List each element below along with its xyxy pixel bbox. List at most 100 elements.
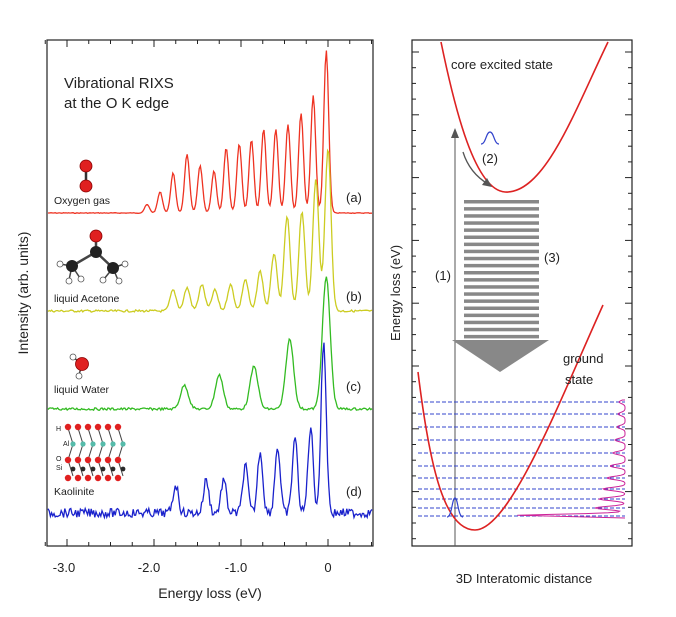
right-x-axis-label: 3D Interatomic distance <box>456 571 593 586</box>
silicon-atom <box>80 466 86 472</box>
decay-line <box>464 249 539 254</box>
decay-line <box>464 292 539 296</box>
decay-line <box>464 235 539 239</box>
silicon-atom <box>100 466 106 472</box>
silicon-atom <box>90 466 96 472</box>
decay-line <box>464 221 539 225</box>
decay-line <box>464 214 539 218</box>
arrow-up-icon <box>451 128 459 138</box>
oxygen-atom <box>114 474 122 482</box>
ground-label-line1: ground <box>563 351 603 366</box>
decay-line <box>464 334 539 339</box>
label-kaolinite: Kaolinite <box>54 486 94 498</box>
excited-wavepacket <box>480 131 500 145</box>
decay-line <box>464 306 539 310</box>
oxygen-molecule-icon <box>79 159 93 193</box>
left-y-axis-label: Intensity (arb. units) <box>15 232 31 355</box>
spectrum-line-c <box>47 276 373 412</box>
aluminium-atom <box>120 441 126 447</box>
kaolinite-structure-icon <box>64 423 126 482</box>
spectrum-line-a <box>48 50 373 215</box>
decay-line <box>464 256 539 261</box>
aluminium-atom <box>70 441 76 447</box>
silicon-atom <box>70 466 76 472</box>
oxygen-atom <box>74 474 82 482</box>
decay-arrow-icon <box>452 340 549 372</box>
arrow-head-icon <box>482 178 492 187</box>
ground-state-curve <box>417 304 604 531</box>
decay-line <box>464 200 539 204</box>
tag-a: (a) <box>346 190 362 205</box>
oxygen-atom <box>64 456 72 464</box>
decay-line <box>464 263 539 268</box>
decay-line <box>464 313 539 318</box>
decay-line <box>464 242 539 247</box>
decay-line <box>464 299 539 303</box>
chart-title: Vibrational RIXS <box>64 75 174 92</box>
spectrum-line-d <box>47 342 373 520</box>
tag-b: (b) <box>346 289 362 304</box>
oxygen-atom <box>104 423 112 431</box>
oxygen-atom <box>94 474 102 482</box>
atom-label-al: Al <box>63 441 70 448</box>
step-2-label: (2) <box>482 151 498 166</box>
oxygen-atom <box>74 423 82 431</box>
decay-line <box>464 278 539 282</box>
left-plot-frame <box>46 39 374 547</box>
decay-line <box>464 228 539 232</box>
x-tick-label-0: 0 <box>324 560 331 575</box>
atom-label-o: O <box>56 456 62 463</box>
oxygen-atom <box>64 423 72 431</box>
rixs-spectrum-line <box>517 399 626 519</box>
tag-c: (c) <box>346 379 361 394</box>
potential-energy-diagram: core excited state ground state (1) (2) … <box>388 39 633 586</box>
decay-line <box>464 207 539 211</box>
atom-label-si: Si <box>56 465 63 472</box>
left-axis-ticks <box>44 40 372 546</box>
label-liquid-water: liquid Water <box>54 384 110 396</box>
label-oxygen-gas: Oxygen gas <box>54 195 110 207</box>
x-tick-label-m2: -2.0 <box>138 560 160 575</box>
ground-label-line2: state <box>565 372 593 387</box>
silicon-atom <box>120 466 126 472</box>
acetone-molecule-icon <box>56 229 129 285</box>
core-excited-label: core excited state <box>451 57 553 72</box>
core-excited-curve <box>440 41 609 193</box>
oxygen-atom <box>64 474 72 482</box>
rixs-spectra-panel: Vibrational RIXS at the O K edge Energy … <box>15 39 374 601</box>
tag-d: (d) <box>346 484 362 499</box>
spectrum-line-b <box>47 148 373 313</box>
spectra-curves <box>47 50 373 520</box>
right-plot-frame <box>411 39 633 547</box>
oxygen-atom <box>84 423 92 431</box>
decay-line <box>464 320 539 325</box>
right-y-axis-label: Energy loss (eV) <box>388 245 403 341</box>
oxygen-atom <box>94 456 102 464</box>
decay-line <box>464 285 539 289</box>
left-x-axis-label: Energy loss (eV) <box>158 585 261 601</box>
decay-line <box>464 271 539 275</box>
oxygen-atom <box>84 474 92 482</box>
oxygen-atom <box>74 456 82 464</box>
x-tick-label-m3: -3.0 <box>53 560 75 575</box>
ground-wavepacket <box>446 497 464 518</box>
aluminium-atom <box>80 441 86 447</box>
chart-subtitle: at the O K edge <box>64 95 169 112</box>
x-tick-label-m1: -1.0 <box>225 560 247 575</box>
oxygen-atom <box>114 456 122 464</box>
oxygen-atom <box>104 456 112 464</box>
aluminium-atom <box>110 441 116 447</box>
aluminium-atom <box>100 441 106 447</box>
aluminium-atom <box>90 441 96 447</box>
atom-label-h: H <box>56 426 61 433</box>
right-axis-ticks <box>412 51 632 540</box>
silicon-atom <box>110 466 116 472</box>
diagram-elements <box>417 41 626 546</box>
oxygen-atom <box>114 423 122 431</box>
oxygen-atom <box>104 474 112 482</box>
oxygen-atom <box>84 456 92 464</box>
oxygen-atom <box>94 423 102 431</box>
decay-line <box>464 327 539 332</box>
label-liquid-acetone: liquid Acetone <box>54 293 120 305</box>
